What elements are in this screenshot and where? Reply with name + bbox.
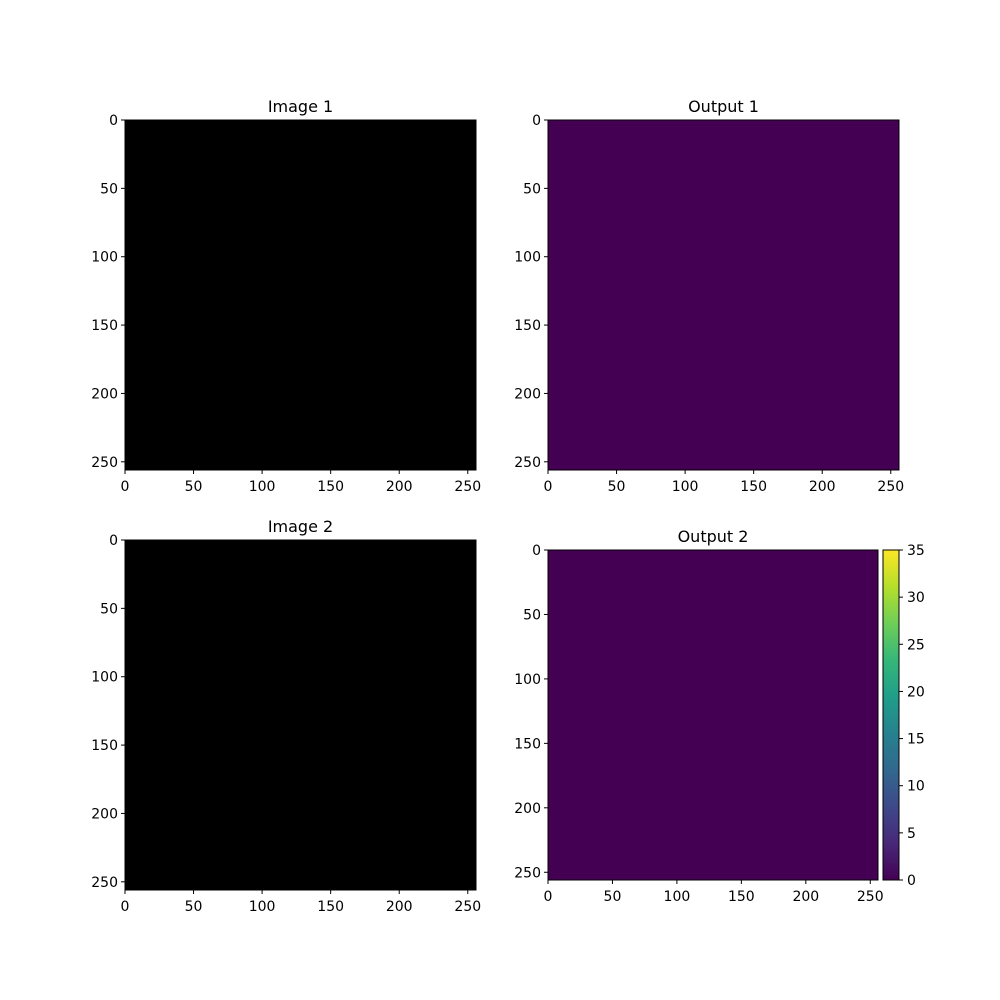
image-2-xtick-label: 0 bbox=[121, 899, 130, 915]
image-2-ytick-label: 150 bbox=[91, 738, 118, 754]
colorbar-tick-label: 5 bbox=[907, 826, 916, 842]
image-1-ytick-label: 250 bbox=[91, 455, 118, 471]
output-1-title: Output 1 bbox=[688, 97, 759, 116]
output-2-ytick-label: 50 bbox=[523, 607, 541, 623]
image-1-xtick-label: 150 bbox=[317, 479, 344, 495]
output-2-xtick-label: 200 bbox=[792, 889, 819, 905]
image-1-xtick-label: 100 bbox=[249, 479, 276, 495]
output-2-ytick-label: 100 bbox=[514, 672, 541, 688]
image-2-ytick-label: 100 bbox=[91, 670, 118, 686]
output-1-ytick-label: 100 bbox=[514, 250, 541, 266]
colorbar-tick-label: 0 bbox=[907, 873, 916, 889]
image-1-xtick-label: 250 bbox=[454, 479, 481, 495]
image-2-ytick-label: 200 bbox=[91, 806, 118, 822]
image-1-xtick-label: 200 bbox=[386, 479, 413, 495]
output-2-xtick-label: 250 bbox=[857, 889, 884, 905]
image-1-ytick-label: 100 bbox=[91, 250, 118, 266]
output-1-xtick-label: 150 bbox=[740, 479, 767, 495]
output-1-image bbox=[548, 120, 899, 470]
output-1-ytick-label: 50 bbox=[523, 181, 541, 197]
colorbar-tick-label: 10 bbox=[907, 779, 925, 795]
output-1-xtick-label: 50 bbox=[608, 479, 626, 495]
output-2-ytick-label: 150 bbox=[514, 736, 541, 752]
output-2-xtick-label: 50 bbox=[604, 889, 622, 905]
output-1-ytick-label: 0 bbox=[532, 113, 541, 129]
colorbar-tick-label: 30 bbox=[907, 590, 925, 606]
image-2-xtick-label: 100 bbox=[249, 899, 276, 915]
colorbar-tick-label: 15 bbox=[907, 732, 925, 748]
image-2-frame bbox=[124, 539, 477, 891]
colorbar-tick-label: 25 bbox=[907, 637, 925, 653]
output-2-frame bbox=[547, 549, 879, 881]
output-1-ytick-label: 150 bbox=[514, 318, 541, 334]
image-2-ytick-label: 250 bbox=[91, 875, 118, 891]
image-2-xtick-label: 50 bbox=[185, 899, 203, 915]
output-1-frame bbox=[547, 119, 900, 471]
image-2-xtick-label: 150 bbox=[317, 899, 344, 915]
image-1-frame bbox=[124, 119, 477, 471]
image-2-image bbox=[125, 540, 476, 890]
image-2-ytick-label: 0 bbox=[109, 533, 118, 549]
image-1-image bbox=[125, 120, 476, 470]
output-2-ytick-label: 250 bbox=[514, 865, 541, 881]
output-2-ytick-label: 200 bbox=[514, 801, 541, 817]
image-2-xtick-label: 200 bbox=[386, 899, 413, 915]
output-1-ytick-label: 200 bbox=[514, 386, 541, 402]
output-1-xtick-label: 100 bbox=[672, 479, 699, 495]
colorbar: 0 5 10 15 20 25 30 35 bbox=[882, 543, 925, 889]
colorbar-tick-label: 20 bbox=[907, 684, 925, 700]
output-1-xtick-label: 200 bbox=[809, 479, 836, 495]
output-1-ytick-label: 250 bbox=[514, 455, 541, 471]
output-2-ytick-label: 0 bbox=[532, 543, 541, 559]
output-2-xtick-label: 0 bbox=[544, 889, 553, 905]
output-2-image bbox=[548, 550, 878, 880]
output-1-xtick-label: 0 bbox=[544, 479, 553, 495]
image-1-ytick-label: 150 bbox=[91, 318, 118, 334]
image-1-xtick-label: 50 bbox=[185, 479, 203, 495]
image-1-xtick-label: 0 bbox=[121, 479, 130, 495]
output-2-title: Output 2 bbox=[678, 527, 749, 546]
output-2-xtick-label: 150 bbox=[728, 889, 755, 905]
image-2-title: Image 2 bbox=[268, 517, 333, 536]
output-2-xtick-label: 100 bbox=[664, 889, 691, 905]
image-1-ytick-label: 0 bbox=[109, 113, 118, 129]
image-1-ytick-label: 50 bbox=[100, 181, 118, 197]
image-2-ytick-label: 50 bbox=[100, 601, 118, 617]
image-1-ytick-label: 200 bbox=[91, 386, 118, 402]
colorbar-tick-label: 35 bbox=[907, 543, 925, 559]
image-1-title: Image 1 bbox=[268, 97, 333, 116]
output-1-xtick-label: 250 bbox=[877, 479, 904, 495]
colorbar-gradient bbox=[882, 549, 900, 881]
image-2-xtick-label: 250 bbox=[454, 899, 481, 915]
